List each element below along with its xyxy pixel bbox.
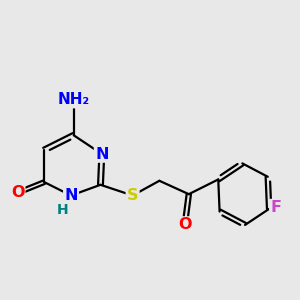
Text: N: N [95,146,109,161]
Text: O: O [11,185,24,200]
Text: S: S [127,188,138,203]
Text: O: O [178,218,191,232]
Text: F: F [270,200,281,215]
Text: NH₂: NH₂ [58,92,90,107]
Text: H: H [57,203,69,217]
Text: N: N [64,188,78,203]
